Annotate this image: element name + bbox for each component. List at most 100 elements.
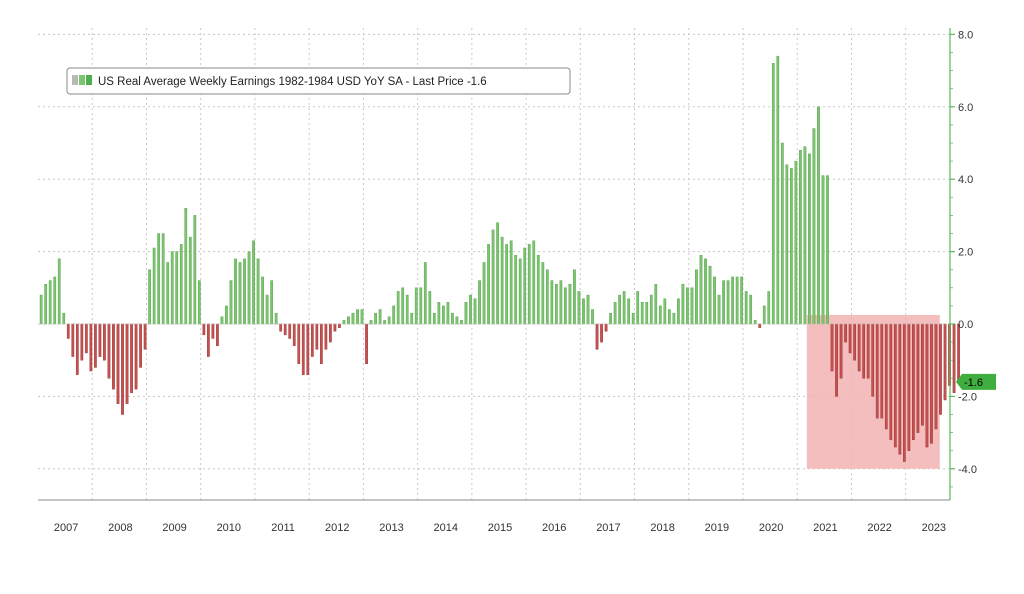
x-year-label: 2020 bbox=[759, 522, 783, 534]
bar-positive bbox=[265, 294, 269, 325]
bar-positive bbox=[695, 269, 698, 325]
bar-negative bbox=[71, 323, 75, 357]
bar-negative bbox=[301, 323, 305, 375]
bar-negative bbox=[934, 323, 938, 430]
bar-positive bbox=[225, 305, 228, 325]
bar-negative bbox=[898, 323, 902, 455]
bar-negative bbox=[943, 323, 947, 401]
bars-layer bbox=[39, 55, 960, 462]
bar-positive bbox=[591, 309, 594, 325]
bar-positive bbox=[681, 283, 685, 325]
x-year-label: 2010 bbox=[217, 522, 241, 534]
bar-positive bbox=[360, 309, 364, 325]
x-year-label: 2019 bbox=[705, 522, 729, 534]
bar-positive bbox=[369, 320, 373, 325]
bar-positive bbox=[478, 280, 481, 325]
bar-positive bbox=[469, 294, 472, 325]
x-year-label: 2015 bbox=[488, 522, 512, 534]
bar-positive bbox=[771, 63, 775, 325]
x-year-label: 2008 bbox=[108, 522, 132, 534]
bar-positive bbox=[790, 168, 793, 325]
bar-negative bbox=[871, 323, 875, 397]
bar-positive bbox=[550, 280, 554, 325]
x-year-label: 2011 bbox=[271, 522, 295, 534]
y-tick-label: 2.0 bbox=[958, 247, 973, 259]
bar-positive bbox=[383, 320, 386, 325]
bar-positive bbox=[568, 283, 572, 325]
bar-positive bbox=[161, 233, 165, 325]
bar-negative bbox=[211, 323, 215, 339]
bar-positive bbox=[618, 294, 621, 325]
bar-positive bbox=[794, 160, 798, 325]
bar-negative bbox=[862, 323, 866, 379]
bar-positive bbox=[731, 276, 734, 325]
bar-positive bbox=[505, 244, 509, 325]
bar-positive bbox=[744, 291, 748, 325]
bar-positive bbox=[428, 291, 432, 325]
bar-positive bbox=[812, 128, 816, 325]
bar-negative bbox=[202, 323, 206, 336]
bar-positive bbox=[57, 258, 61, 325]
bar-negative bbox=[283, 323, 287, 336]
bar-positive bbox=[573, 269, 576, 325]
bar-positive bbox=[658, 305, 662, 325]
legend-box bbox=[66, 67, 571, 95]
y-axis-ticks: 8.0 6.0 4.0 2.0 0.0 -2.0 -4.0 bbox=[950, 29, 977, 488]
y-tick-label: -2.0 bbox=[958, 391, 977, 403]
bar-positive bbox=[780, 142, 784, 325]
bar-positive bbox=[252, 240, 255, 325]
bar-positive bbox=[541, 262, 545, 325]
legend-swatch-neutral bbox=[72, 75, 78, 85]
bar-negative bbox=[66, 323, 70, 339]
bar-negative bbox=[319, 323, 323, 365]
bar-negative bbox=[912, 323, 915, 441]
bar-positive bbox=[396, 291, 400, 325]
bar-positive bbox=[166, 262, 170, 325]
x-axis-labels: 2007 2008 2009 2010 2011 2012 2013 2014 2015 2016… bbox=[54, 522, 946, 534]
bar-positive bbox=[356, 309, 359, 325]
bar-negative bbox=[315, 323, 319, 350]
bar-positive bbox=[803, 146, 807, 325]
bar-positive bbox=[713, 276, 716, 325]
bar-positive bbox=[767, 291, 771, 325]
x-year-label: 2023 bbox=[922, 522, 946, 534]
bar-negative bbox=[907, 323, 911, 451]
bar-negative bbox=[143, 323, 147, 350]
bar-negative bbox=[600, 323, 603, 343]
bar-negative bbox=[930, 323, 933, 444]
bar-negative bbox=[365, 323, 368, 365]
bar-positive bbox=[175, 251, 179, 325]
bar-negative bbox=[121, 323, 124, 415]
bar-negative bbox=[848, 323, 852, 354]
x-year-label: 2018 bbox=[650, 522, 674, 534]
bar-negative bbox=[297, 323, 301, 365]
bar-negative bbox=[75, 323, 79, 375]
bar-positive bbox=[423, 262, 427, 325]
bar-positive bbox=[523, 247, 527, 325]
bar-negative bbox=[112, 323, 115, 390]
x-year-label: 2014 bbox=[433, 522, 457, 534]
bar-negative bbox=[279, 323, 283, 332]
bar-negative bbox=[324, 323, 328, 350]
bar-positive bbox=[821, 175, 825, 325]
bar-positive bbox=[613, 302, 617, 325]
bar-positive bbox=[464, 302, 468, 325]
bar-positive bbox=[148, 269, 151, 325]
bar-positive bbox=[378, 309, 382, 325]
legend-swatch-positive bbox=[79, 75, 85, 85]
bar-positive bbox=[785, 164, 789, 325]
x-year-label: 2013 bbox=[379, 522, 403, 534]
bar-positive bbox=[726, 280, 730, 325]
bar-positive bbox=[446, 302, 450, 325]
bar-positive bbox=[184, 207, 188, 325]
bar-positive bbox=[740, 276, 744, 325]
bar-positive bbox=[405, 294, 409, 325]
bar-negative bbox=[329, 323, 332, 343]
bar-positive bbox=[582, 298, 585, 325]
bar-negative bbox=[866, 323, 870, 379]
y-tick-label: 0.0 bbox=[958, 319, 973, 331]
bar-positive bbox=[387, 316, 391, 325]
last-price-label: -1.6 bbox=[964, 377, 983, 389]
bar-negative bbox=[925, 323, 929, 448]
